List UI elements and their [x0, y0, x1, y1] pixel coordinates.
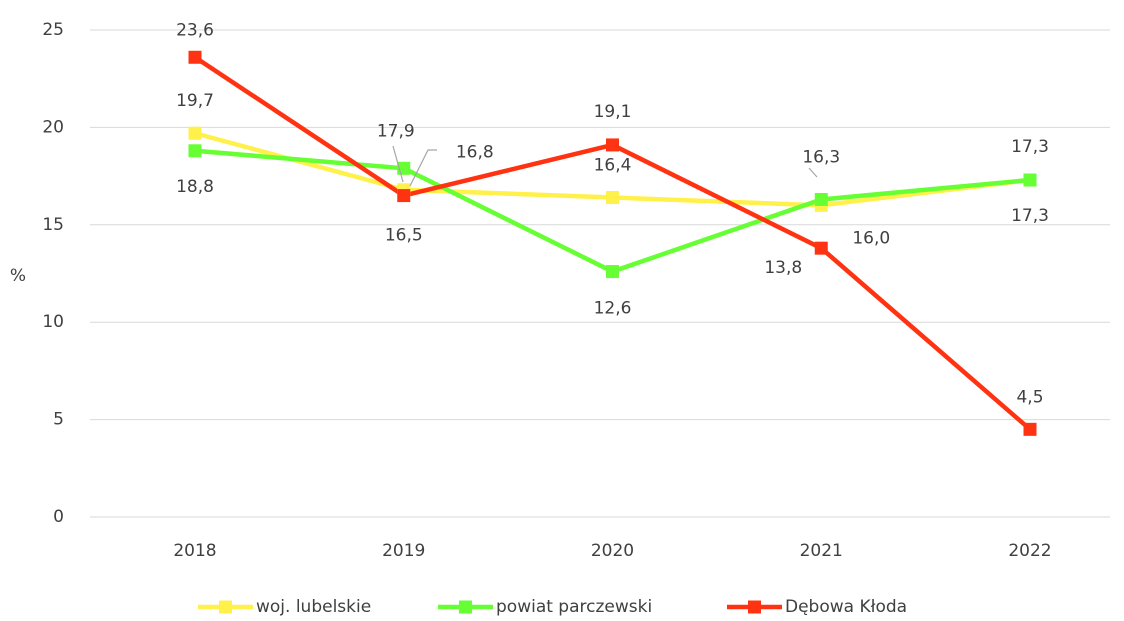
marker — [1023, 422, 1037, 436]
legend-marker — [219, 600, 232, 614]
y-tick-label: 20 — [42, 117, 64, 137]
x-tick-label: 2019 — [382, 541, 425, 561]
data-label: 13,8 — [764, 258, 802, 278]
leader-line — [392, 145, 404, 183]
data-label: 17,3 — [1011, 137, 1049, 157]
y-tick-label: 15 — [42, 215, 64, 235]
data-label: 19,1 — [594, 102, 632, 122]
x-tick-label: 2020 — [591, 541, 634, 561]
marker — [188, 144, 202, 158]
x-tick-label: 2021 — [800, 541, 843, 561]
marker — [606, 138, 619, 152]
legend-marker — [459, 600, 472, 614]
marker — [188, 126, 202, 140]
data-label: 17,9 — [377, 121, 415, 141]
data-label: 16,4 — [594, 156, 632, 176]
y-tick-label: 0 — [53, 507, 64, 527]
marker — [814, 192, 828, 206]
marker — [397, 189, 411, 203]
marker — [1023, 173, 1037, 187]
legend-marker — [748, 600, 761, 614]
data-label: 23,6 — [176, 20, 214, 40]
legend-label: powiat parczewski — [496, 597, 652, 617]
data-label: 16,8 — [456, 143, 494, 163]
marker — [606, 191, 619, 205]
leader-line — [808, 167, 818, 178]
data-label: 17,3 — [1011, 206, 1049, 226]
y-tick-label: 25 — [42, 20, 64, 40]
data-label: 18,8 — [176, 177, 214, 197]
data-label: 16,0 — [852, 228, 890, 248]
data-label: 19,7 — [176, 91, 214, 111]
legend-label: Dębowa Kłoda — [785, 597, 907, 617]
y-axis-label: % — [10, 266, 26, 286]
x-tick-label: 2018 — [173, 541, 216, 561]
y-tick-label: 5 — [53, 410, 64, 430]
x-tick-label: 2022 — [1008, 541, 1051, 561]
data-label: 4,5 — [1016, 387, 1043, 407]
marker — [814, 241, 828, 255]
data-label: 12,6 — [594, 299, 632, 319]
marker — [606, 265, 619, 279]
data-label: 16,3 — [802, 147, 840, 167]
y-tick-label: 10 — [42, 312, 64, 332]
leader-line — [409, 149, 437, 187]
legend-label: woj. lubelskie — [256, 597, 371, 617]
marker — [188, 50, 202, 64]
data-label: 16,5 — [385, 226, 423, 246]
